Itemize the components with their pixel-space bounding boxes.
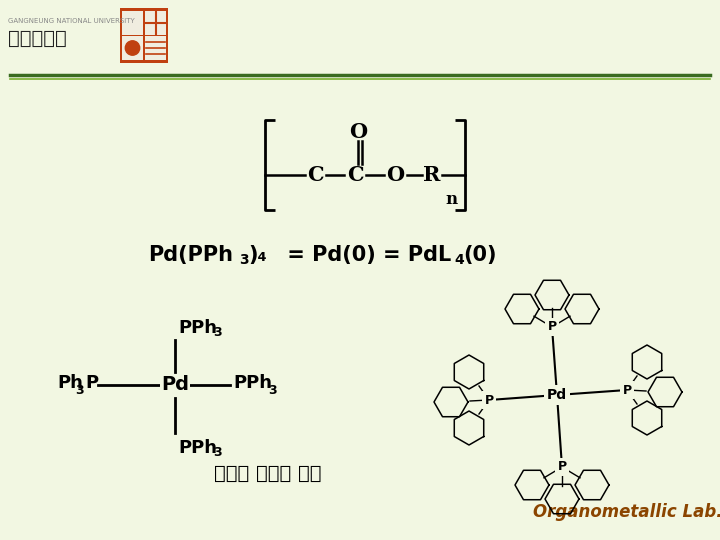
Text: Pd: Pd — [547, 388, 567, 402]
Text: 3: 3 — [75, 383, 84, 396]
Text: P: P — [547, 321, 557, 334]
Text: PPh: PPh — [233, 374, 272, 392]
FancyBboxPatch shape — [145, 11, 166, 35]
Text: C: C — [307, 165, 323, 185]
Text: 입체적 장애가 심함: 입체적 장애가 심함 — [215, 463, 322, 483]
Text: P: P — [622, 383, 631, 396]
Text: )₄: )₄ — [248, 245, 266, 265]
Text: Pd(PPh: Pd(PPh — [148, 245, 233, 265]
FancyBboxPatch shape — [122, 36, 143, 60]
Text: n: n — [445, 192, 457, 208]
Text: 강름대학교: 강름대학교 — [8, 29, 67, 48]
Text: C: C — [347, 165, 364, 185]
FancyBboxPatch shape — [120, 8, 168, 63]
Text: = Pd(0) = PdL: = Pd(0) = PdL — [280, 245, 451, 265]
Text: (0): (0) — [463, 245, 497, 265]
Text: O: O — [386, 165, 404, 185]
Text: PPh: PPh — [178, 439, 217, 457]
Text: P: P — [485, 394, 494, 407]
Text: P: P — [557, 461, 567, 474]
Text: 4: 4 — [454, 253, 464, 267]
FancyBboxPatch shape — [145, 36, 166, 60]
Text: P: P — [85, 374, 98, 392]
Text: PPh: PPh — [178, 319, 217, 337]
Text: Pd: Pd — [161, 375, 189, 395]
Text: GANGNEUNG NATIONAL UNIVERSITY: GANGNEUNG NATIONAL UNIVERSITY — [8, 18, 135, 24]
Text: 3: 3 — [213, 447, 222, 460]
Text: Ph: Ph — [57, 374, 83, 392]
FancyBboxPatch shape — [122, 11, 143, 35]
Circle shape — [125, 41, 140, 55]
Text: Organometallic Lab.: Organometallic Lab. — [534, 503, 720, 521]
Text: 3: 3 — [213, 327, 222, 340]
Text: O: O — [349, 122, 367, 142]
Text: 3: 3 — [239, 253, 248, 267]
Text: R: R — [423, 165, 441, 185]
Text: 3: 3 — [268, 383, 276, 396]
